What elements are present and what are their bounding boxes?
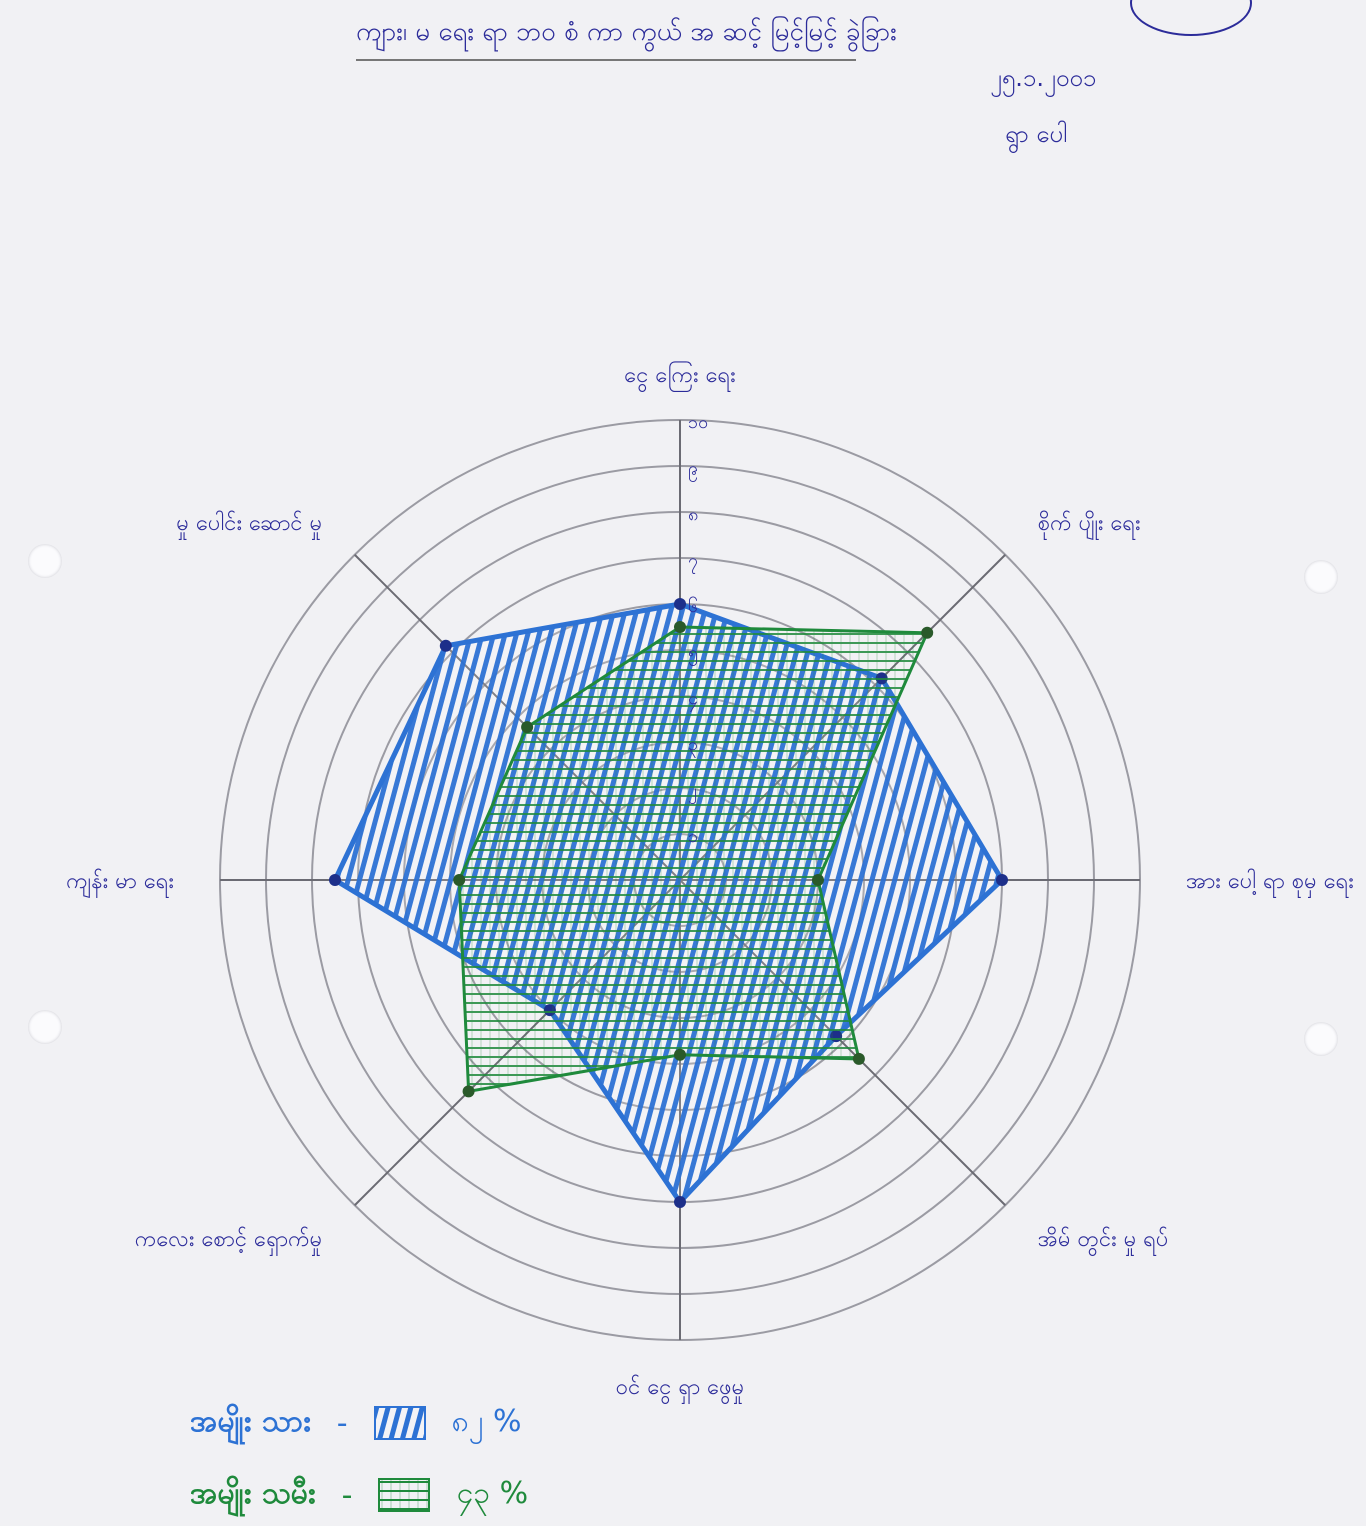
- tick-label-8: ၈: [688, 504, 698, 525]
- legend-percent-female: ၄၃ %: [456, 1475, 529, 1511]
- series-2-point-5: [674, 1048, 686, 1061]
- axis-label-6: ကလေး စောင့် ရှောက်မှု: [135, 1226, 322, 1257]
- legend-swatch-female: [378, 1478, 431, 1512]
- tick-label-3: ၃: [688, 734, 698, 758]
- tick-label-1: ၁: [688, 826, 698, 847]
- page-title: ကျား၊ မ ရေး ရာ ဘဝ စံ ကာ ကွယ် အ ဆင့် မြင့…: [356, 14, 897, 61]
- legend-dash: -: [336, 1405, 348, 1441]
- axis-label-7: ကျန်း မာ ရေး: [66, 868, 174, 898]
- punch-hole: [28, 1010, 62, 1044]
- legend-item-female: အမျိုး သမီး - ၄၃ %: [190, 1470, 528, 1520]
- place-text: ရွာ ပေါ: [1005, 120, 1068, 148]
- punch-hole: [1304, 560, 1338, 594]
- tick-label-4: ၄: [688, 688, 698, 712]
- series-2-point-8: [521, 721, 534, 734]
- tick-label-10: ၁၀: [688, 412, 708, 433]
- legend-label-female: အမျိုး သမီး: [190, 1475, 316, 1511]
- axis-label-3: အား ပေါ့ ရာ စုမှ ရေး: [1186, 868, 1354, 899]
- tick-label-2: ၂: [688, 780, 697, 804]
- date-text: ၂၅.၁.၂၀၀၁: [990, 64, 1097, 92]
- series-2-point-7: [453, 874, 466, 886]
- series-2-point-1: [674, 621, 686, 633]
- series-1-point-5: [674, 1196, 686, 1208]
- series-2-point-2: [921, 626, 934, 639]
- axis-label-5: ဝင် ငွေ ရှာ ဖွေမှု: [616, 1374, 744, 1405]
- tick-label-5: ၅: [688, 642, 698, 666]
- series-1-point-1: [674, 598, 686, 610]
- axis-label-4: အိမ် တွင်း မှု ရပ်: [1038, 1226, 1169, 1257]
- axis-label-8: မှု ပေါင်း ဆောင် မှု: [176, 510, 322, 540]
- legend-percent-male: ၈၂ %: [451, 1403, 522, 1439]
- axis-label-1: ငွေ ကြေး ရေး: [624, 361, 735, 393]
- series-1-point-7: [329, 874, 341, 886]
- punch-hole: [28, 544, 62, 578]
- tick-label-9: ၉: [688, 458, 698, 482]
- axis-label-2: စိုက် ပျိုး ရေး: [1038, 510, 1141, 541]
- series-2-point-6: [462, 1085, 475, 1098]
- legend-swatch-male: [373, 1406, 426, 1440]
- series-2-point-4: [852, 1052, 865, 1065]
- legend-item-male: အမျိုး သား - ၈၂ %: [190, 1398, 522, 1448]
- legend-label-male: အမျိုး သား: [190, 1403, 311, 1439]
- series-1-point-8: [439, 639, 452, 652]
- series-2-point-3: [812, 874, 824, 886]
- tick-label-7: ၇: [688, 550, 698, 574]
- punch-hole: [1304, 1022, 1338, 1056]
- series-1-point-3: [996, 874, 1008, 886]
- legend-dash: -: [341, 1477, 353, 1513]
- tick-label-6: ၆: [688, 596, 698, 617]
